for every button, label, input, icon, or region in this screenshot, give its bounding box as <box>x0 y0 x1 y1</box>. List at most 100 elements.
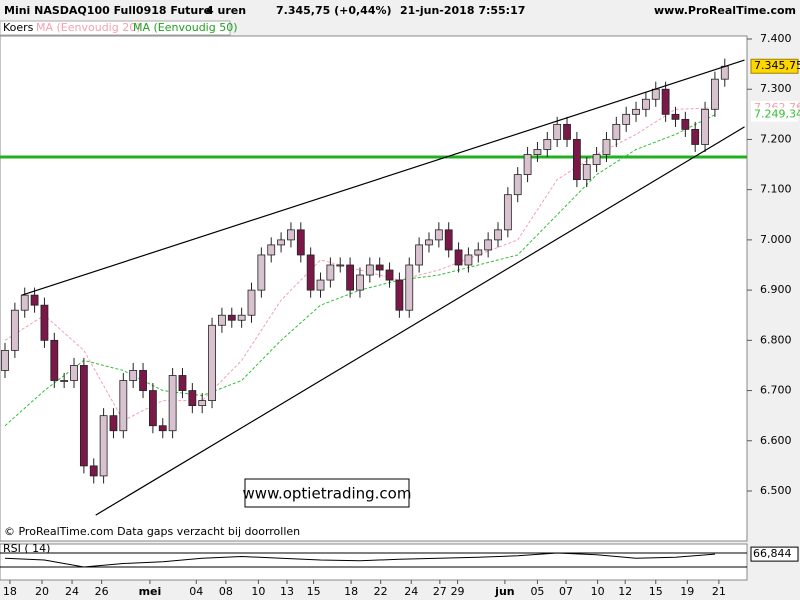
candle-body <box>474 249 483 256</box>
candle-body <box>661 88 670 115</box>
candle-body <box>356 274 364 291</box>
candle-body <box>484 239 493 251</box>
x-tick-label: 24 <box>65 585 79 598</box>
candle-body <box>425 239 433 246</box>
candle-body <box>99 415 108 477</box>
last-quote: 7.345,75 (+0,44%) <box>276 4 392 17</box>
x-tick-label: 10 <box>251 585 265 598</box>
price-tag-label: 7.249,34 <box>754 108 800 121</box>
candle-body <box>375 264 384 271</box>
y-tick-label: 7.300 <box>760 82 792 95</box>
candle-body <box>168 375 177 432</box>
y-tick-label: 7.000 <box>760 233 792 246</box>
candle-body <box>444 229 453 251</box>
candle-body <box>523 154 532 175</box>
candle-body <box>494 229 502 241</box>
rsi-line <box>4 552 715 568</box>
candle-body <box>543 139 552 150</box>
candle-body <box>632 108 640 115</box>
candle-body <box>395 279 404 311</box>
candle-body <box>711 78 719 110</box>
x-tick-label: mei <box>139 585 162 598</box>
candle-body <box>582 164 591 181</box>
candle-body <box>513 174 522 196</box>
candle-body <box>237 314 246 321</box>
candle-body <box>218 314 226 326</box>
x-tick-label: 07 <box>559 585 573 598</box>
candle-body <box>70 365 78 381</box>
y-tick-label: 7.200 <box>760 132 792 145</box>
candle-body <box>247 289 256 316</box>
x-tick-label: 24 <box>404 585 418 598</box>
trendline <box>95 126 745 516</box>
x-tick-label: 05 <box>530 585 544 598</box>
candle-body <box>188 390 197 407</box>
candle-body <box>296 229 305 256</box>
rsi-tag-label: 66,844 <box>753 547 792 560</box>
candle-body <box>415 244 424 266</box>
price-tag <box>751 107 798 122</box>
rsi-panel <box>0 543 748 581</box>
x-tick-label: 19 <box>680 585 694 598</box>
x-tick-label: 15 <box>307 585 321 598</box>
price-tag <box>750 58 799 74</box>
footer: © ProRealTime.com Data gaps verzacht bij… <box>4 525 300 538</box>
candle-body <box>1 349 9 371</box>
watermark: www.optietrading.com <box>243 485 412 503</box>
watermark-box <box>244 478 410 508</box>
candle-body <box>563 123 571 140</box>
candle-body <box>89 465 98 477</box>
legend-price: Koers <box>3 21 34 34</box>
y-tick-label: 6.900 <box>760 283 792 296</box>
trendline <box>21 59 745 296</box>
candle-body <box>405 264 414 311</box>
candle-body <box>40 304 49 341</box>
candle-body <box>720 65 729 80</box>
price-tag-label: 7.345,75 <box>754 59 800 72</box>
candle-body <box>671 113 680 120</box>
candle-body <box>119 380 128 432</box>
rsi-tag <box>750 546 799 562</box>
x-tick-label: 20 <box>35 585 49 598</box>
candle-body <box>701 108 709 145</box>
candle-body <box>287 229 295 241</box>
x-tick-label: 26 <box>95 585 109 598</box>
candle-body <box>681 118 690 130</box>
candle-body <box>691 128 700 145</box>
candle-body <box>385 269 394 281</box>
candle-body <box>651 88 660 100</box>
x-tick-label: 18 <box>3 585 17 598</box>
candle-body <box>277 239 285 246</box>
candle-body <box>602 139 611 155</box>
candle-body <box>622 113 631 125</box>
legend-ma50: MA (Eenvoudig 50) <box>133 21 238 34</box>
x-tick-label: 22 <box>374 585 388 598</box>
timeframe: 4 uren <box>206 4 246 17</box>
legend-box <box>0 20 231 36</box>
candle-body <box>592 154 601 165</box>
candle-body <box>306 254 315 291</box>
y-tick-label: 7.400 <box>760 32 792 45</box>
site: www.ProRealTime.com <box>654 4 796 17</box>
candle-body <box>79 365 88 467</box>
candle-body <box>464 254 473 266</box>
candle-body <box>30 294 39 306</box>
y-tick-label: 6.700 <box>760 384 792 397</box>
candle-body <box>129 370 138 381</box>
candle-body <box>434 229 443 241</box>
candle-body <box>50 339 59 381</box>
timestamp: 21-jun-2018 7:55:17 <box>400 4 525 17</box>
candle-body <box>572 139 581 181</box>
candle-body <box>454 249 463 266</box>
y-tick-label: 6.600 <box>760 434 792 447</box>
rsi-title: RSI ( 14) <box>3 542 50 555</box>
y-tick-label: 6.800 <box>760 333 792 346</box>
candle-body <box>10 309 19 351</box>
candle-body <box>139 370 147 391</box>
x-tick-label: 18 <box>344 585 358 598</box>
candle-body <box>553 123 562 140</box>
candle-body <box>612 123 621 140</box>
candle-body <box>336 264 345 267</box>
x-tick-label: 21 <box>712 585 726 598</box>
